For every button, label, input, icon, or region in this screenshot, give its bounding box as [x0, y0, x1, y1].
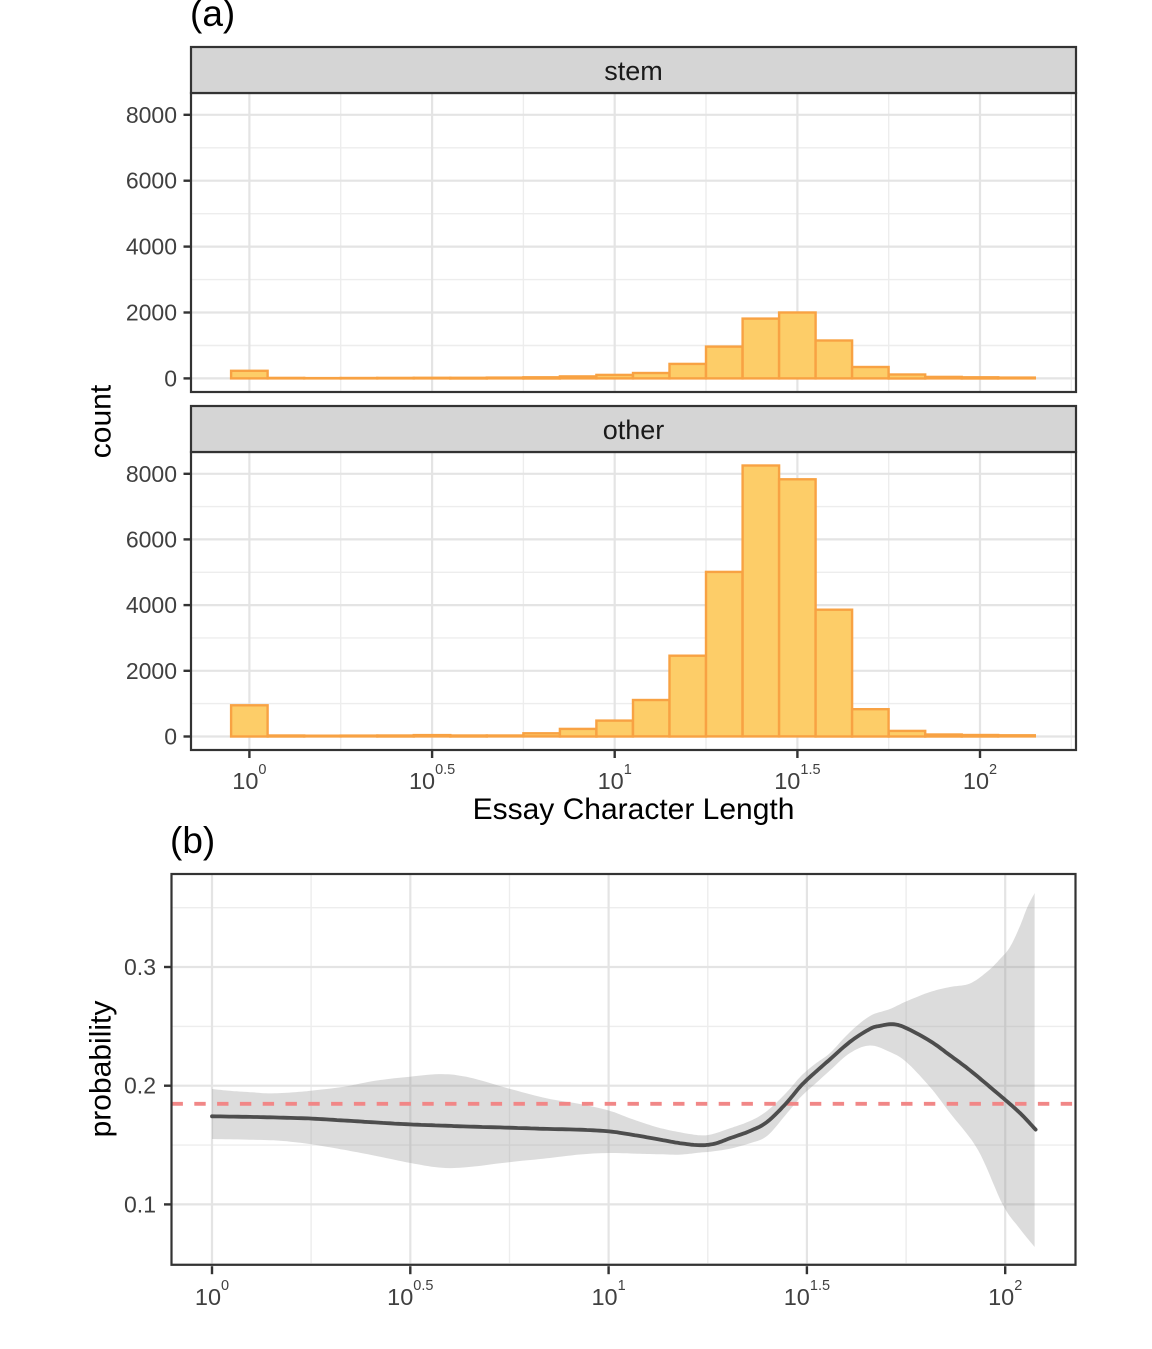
svg-text:0: 0 [164, 724, 177, 750]
svg-text:8000: 8000 [126, 461, 177, 487]
svg-text:count: count [85, 384, 118, 458]
svg-text:4000: 4000 [126, 234, 177, 260]
svg-text:2000: 2000 [126, 300, 177, 326]
svg-text:6000: 6000 [126, 168, 177, 194]
svg-text:0: 0 [164, 365, 177, 391]
svg-text:stem: stem [604, 56, 663, 86]
svg-text:0.2: 0.2 [124, 1073, 156, 1099]
svg-text:(a): (a) [190, 0, 235, 34]
svg-text:2000: 2000 [126, 658, 177, 684]
svg-text:8000: 8000 [126, 102, 177, 128]
svg-text:(b): (b) [170, 820, 215, 861]
svg-text:0.1: 0.1 [124, 1191, 156, 1217]
svg-text:6000: 6000 [126, 526, 177, 552]
svg-text:4000: 4000 [126, 592, 177, 618]
svg-text:other: other [603, 415, 665, 445]
svg-text:0.3: 0.3 [124, 954, 156, 980]
svg-text:probability: probability [85, 1001, 118, 1138]
svg-text:Essay Character Length: Essay Character Length [473, 793, 795, 826]
